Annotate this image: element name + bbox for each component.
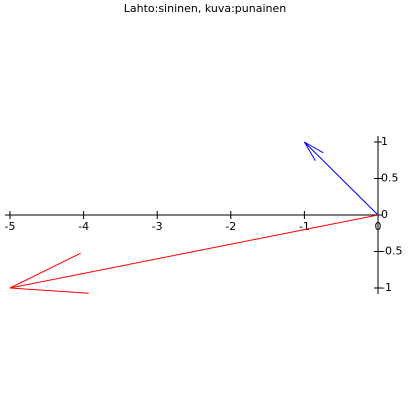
arrow-head <box>9 252 81 289</box>
y-tick-label: 1 <box>381 135 388 148</box>
y-tick-label: 0 <box>381 208 388 221</box>
chart-title: Lahto:sininen, kuva:punainen <box>124 2 287 15</box>
x-tick-label: -3 <box>152 220 163 233</box>
x-tick-label: -5 <box>5 220 16 233</box>
y-tick-label: -0.5 <box>381 245 402 258</box>
x-tick-label: -2 <box>225 220 236 233</box>
arrow-head <box>9 287 89 294</box>
arrow-head <box>303 141 316 162</box>
y-tick-label: -1 <box>381 281 392 294</box>
vector-shaft <box>9 214 379 289</box>
x-tick-label: -1 <box>299 220 310 233</box>
y-tick-label: 0.5 <box>381 172 399 185</box>
x-tick-label: 0 <box>375 220 382 233</box>
arrow-head <box>304 141 324 154</box>
vector-shaft <box>304 141 379 216</box>
x-tick-label: -4 <box>78 220 89 233</box>
